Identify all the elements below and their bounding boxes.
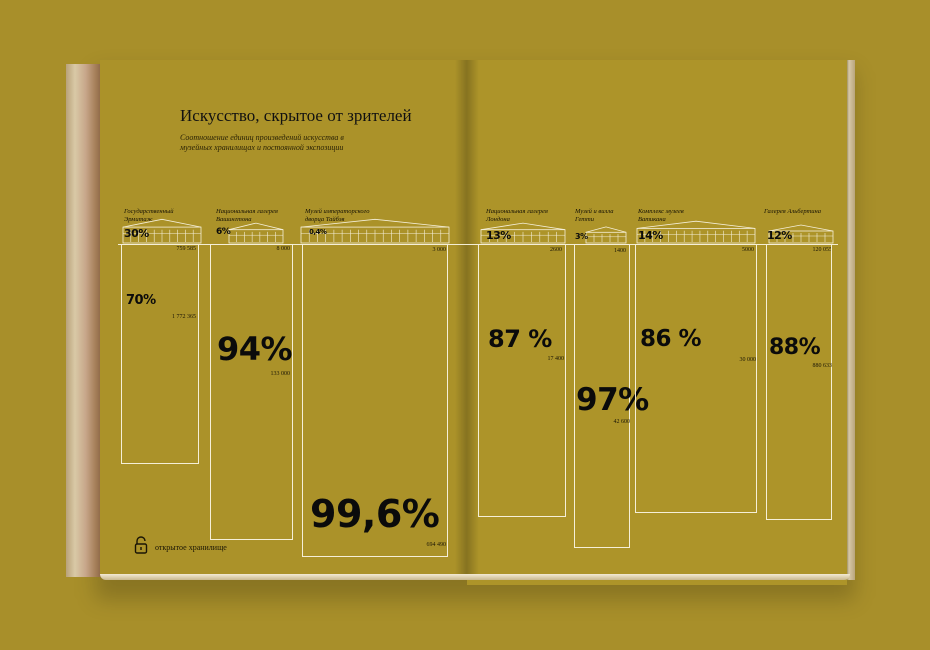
exhibited-count: 8 000: [276, 246, 291, 252]
storage-percent: 88%: [769, 335, 821, 360]
exhibited-count: 3 000: [432, 247, 447, 253]
storage-percent: 97%: [576, 382, 649, 418]
museum-label: Государственный Эрмитаж: [124, 208, 174, 223]
storage-percent: 86 %: [640, 326, 702, 352]
building-icon: [636, 220, 756, 244]
page-edges-left: [66, 64, 102, 577]
building-icon: [768, 224, 834, 244]
museum-label: Галерея Альбертина: [764, 208, 821, 215]
exhibited-percent: 0,4%: [309, 228, 327, 236]
chart-subtitle: Соотношение единиц произведений искусств…: [180, 133, 344, 152]
storage-count: 694 490: [426, 542, 447, 548]
building-icon: [228, 222, 284, 244]
storage-count: 42 600: [613, 419, 631, 425]
chart-title: Искусство, скрытое от зрителей: [180, 106, 412, 125]
exhibited-count: 759 585: [176, 246, 197, 252]
storage-percent: 99,6%: [310, 492, 440, 536]
exhibited-percent: 6%: [216, 227, 231, 237]
exhibited-count: 2600: [550, 247, 562, 253]
exhibited-percent: 3%: [575, 232, 588, 241]
storage-bar: [766, 244, 832, 520]
exhibited-percent: 14%: [638, 229, 663, 242]
storage-bar: [635, 244, 757, 513]
exhibited-percent: 13%: [486, 229, 511, 242]
exhibited-count: 120 055: [812, 247, 833, 253]
museum-label: Национальная галерея Лондона: [486, 208, 548, 223]
padlock-icon: [134, 536, 148, 554]
storage-bar: [478, 244, 566, 517]
exhibited-percent: 30%: [124, 227, 149, 240]
storage-bar: [210, 244, 293, 540]
museum-label: Музей и вилла Гетти: [575, 208, 614, 223]
museum-label: Музей императорского дворца Тайбэя: [305, 208, 370, 223]
storage-percent: 94%: [217, 330, 293, 368]
exhibited-count: 1400: [614, 248, 626, 254]
storage-count: 1 772 365: [172, 314, 196, 320]
book-gutter: [455, 60, 479, 580]
page-bottom-rim: [100, 574, 850, 580]
museum-label: Национальная галерея Вашингтона: [216, 208, 278, 223]
storage-count: 17 400: [547, 356, 565, 362]
building-icon: [300, 218, 450, 244]
right-page: [467, 60, 847, 585]
building-icon: [122, 218, 202, 244]
storage-count: 133 000: [270, 371, 291, 377]
storage-percent: 70%: [126, 293, 156, 308]
page-edges-right: [845, 60, 855, 580]
legend-label: открытое хранилище: [155, 543, 227, 552]
storage-count: 880 633: [812, 363, 833, 369]
storage-count: 30 000: [739, 357, 757, 363]
building-icon: [480, 222, 566, 244]
building-icon: [585, 226, 627, 244]
museum-label: Комплекс музеев Ватикана: [638, 208, 684, 223]
storage-percent: 87 %: [488, 325, 552, 353]
storage-bar: [302, 244, 448, 557]
storage-bar: [121, 244, 199, 464]
exhibited-percent: 12%: [767, 229, 792, 242]
storage-bar: [574, 244, 630, 548]
exhibited-count: 5000: [742, 247, 754, 253]
left-page: [100, 60, 467, 575]
